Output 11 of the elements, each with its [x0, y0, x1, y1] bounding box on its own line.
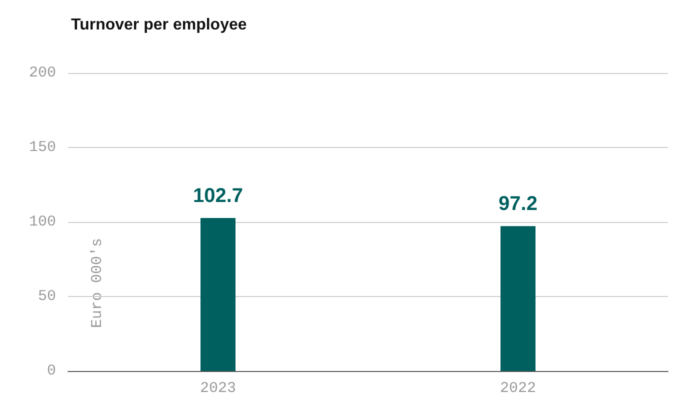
y-tick-label: 50: [38, 288, 56, 305]
data-label: 97.2: [498, 193, 538, 216]
y-tick-label: 100: [28, 214, 56, 230]
x-tick-label: 2022: [500, 380, 536, 397]
x-tick-label: 2023: [200, 380, 236, 397]
y-axis-title: Euro 000's: [89, 238, 106, 328]
y-tick-label: 0: [46, 362, 56, 380]
y-tick-label: 150: [28, 139, 56, 156]
chart-title: Turnover per employee: [71, 16, 247, 34]
data-label: 102.7: [192, 184, 244, 207]
y-tick-label: 200: [28, 64, 56, 82]
